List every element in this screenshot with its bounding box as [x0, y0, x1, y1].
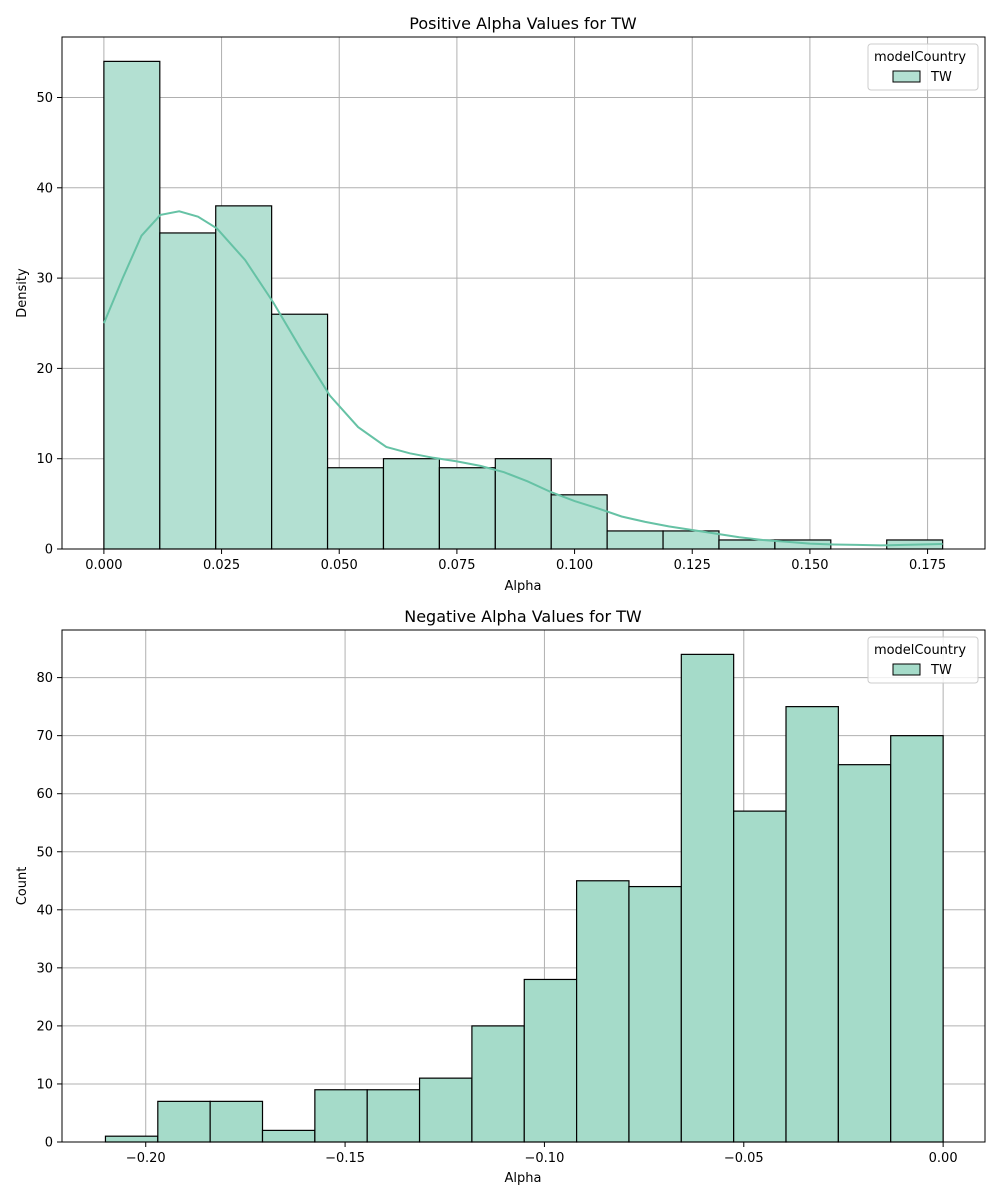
x-tick-label: 0.175 — [909, 558, 946, 573]
histogram-bar — [523, 978, 578, 1143]
x-tick-label: 0.125 — [674, 558, 711, 573]
histogram-bar — [326, 467, 385, 550]
legend-swatch — [892, 70, 921, 83]
histogram-bar — [785, 706, 839, 1143]
y-tick-label: 60 — [36, 787, 53, 802]
x-axis-label: Alpha — [505, 1171, 542, 1186]
y-tick-label: 50 — [36, 91, 53, 106]
histogram-bar — [261, 1129, 316, 1143]
histogram-bar — [628, 885, 682, 1143]
negative-alpha-chart: Negative Alpha Values for TW −0.20 −0.15 −… — [15, 607, 986, 1186]
y-tick-label: 30 — [36, 961, 53, 976]
histogram-bar — [157, 1100, 211, 1143]
y-tick-label: 40 — [36, 181, 53, 196]
x-axis-label: Alpha — [505, 579, 542, 594]
legend-title: modelCountry — [874, 643, 966, 658]
x-tick-label: −0.10 — [525, 1151, 565, 1166]
histogram-bar — [494, 458, 552, 550]
histogram-bar — [471, 1025, 525, 1143]
y-tick-label: 10 — [36, 452, 53, 467]
histogram-bar — [550, 494, 608, 550]
y-tick-label: 30 — [36, 272, 53, 287]
chart-title: Negative Alpha Values for TW — [404, 607, 642, 626]
plot-frame — [61, 629, 986, 1143]
y-tick-label: 70 — [36, 729, 53, 744]
histogram-bar — [890, 735, 944, 1143]
histogram-bar — [271, 313, 329, 550]
x-tick-label: 0.150 — [791, 558, 828, 573]
histogram-bar — [104, 1135, 159, 1143]
x-tick-label: −0.20 — [126, 1151, 166, 1166]
positive-alpha-chart: Positive Alpha Values for TW 0.000 0.025 0… — [15, 14, 986, 594]
x-tick-label: −0.05 — [724, 1151, 764, 1166]
y-tick-label: 40 — [36, 903, 53, 918]
y-axis-label: Density — [15, 268, 30, 318]
y-tick-label: 10 — [36, 1077, 53, 1092]
y-tick-label: 20 — [36, 362, 53, 377]
histogram-bar — [159, 232, 217, 550]
y-tick-label: 80 — [36, 671, 53, 686]
x-tick-label: 0.025 — [203, 558, 240, 573]
y-tick-label: 0 — [45, 543, 53, 558]
legend: modelCountry TW — [867, 636, 979, 684]
histogram-bar — [680, 653, 735, 1143]
histogram-bar — [837, 764, 892, 1143]
x-tick-label: 0.100 — [556, 558, 593, 573]
legend-swatch — [892, 663, 921, 676]
histogram-bar — [382, 458, 440, 550]
histogram-bar — [733, 810, 787, 1143]
x-tick-label: 0.00 — [929, 1151, 958, 1166]
y-tick-label: 20 — [36, 1019, 53, 1034]
x-tick-label: 0.075 — [438, 558, 475, 573]
histogram-bar — [438, 467, 496, 550]
legend-entry-tw: TW — [930, 663, 952, 678]
legend-title: modelCountry — [874, 50, 966, 65]
y-axis-label: Count — [15, 867, 30, 906]
histogram-bar — [718, 539, 776, 550]
x-tick-label: 0.000 — [85, 558, 122, 573]
x-tick-label: 0.050 — [321, 558, 358, 573]
chart-title: Positive Alpha Values for TW — [409, 14, 637, 33]
plot-frame — [61, 36, 986, 550]
x-tick-label: −0.15 — [325, 1151, 365, 1166]
legend: modelCountry TW — [867, 43, 979, 91]
histogram-bar — [418, 1077, 473, 1143]
histogram-bar — [209, 1100, 264, 1143]
histogram-bar — [366, 1089, 421, 1143]
histogram-bar — [606, 530, 664, 550]
y-tick-label: 50 — [36, 845, 53, 860]
y-tick-label: 0 — [45, 1136, 53, 1151]
histogram-bar — [576, 880, 630, 1143]
legend-entry-tw: TW — [930, 70, 952, 85]
histogram-bar — [314, 1089, 368, 1143]
kde-line — [102, 210, 943, 547]
